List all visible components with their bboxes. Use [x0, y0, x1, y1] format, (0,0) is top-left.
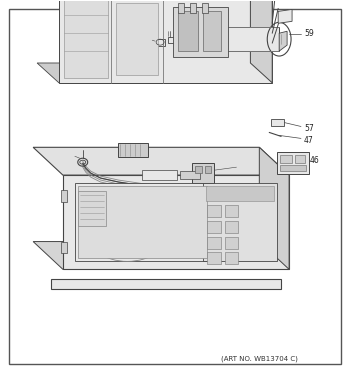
Polygon shape: [278, 9, 292, 23]
Text: 33: 33: [135, 195, 145, 204]
Bar: [225, 253, 238, 264]
Bar: [203, 183, 277, 261]
Bar: [206, 186, 274, 201]
Text: 93: 93: [81, 280, 91, 289]
Bar: [244, 239, 261, 251]
Bar: [78, 191, 106, 226]
Bar: [173, 7, 228, 57]
Bar: [207, 221, 220, 233]
Polygon shape: [33, 242, 289, 269]
Text: 96: 96: [139, 36, 148, 42]
Text: 59: 59: [304, 29, 314, 38]
Bar: [64, 0, 107, 78]
Bar: [187, 19, 197, 25]
Bar: [180, 171, 200, 179]
Bar: [225, 205, 238, 217]
Text: 60: 60: [234, 164, 244, 173]
Bar: [205, 166, 211, 173]
Text: 62: 62: [239, 251, 248, 260]
Bar: [155, 39, 165, 46]
Text: 57: 57: [304, 124, 314, 133]
Polygon shape: [279, 31, 287, 51]
Text: 1240: 1240: [124, 156, 143, 165]
Polygon shape: [63, 175, 289, 269]
Text: 27: 27: [64, 151, 74, 160]
Bar: [225, 221, 238, 233]
Bar: [195, 166, 202, 173]
Bar: [277, 152, 309, 174]
Bar: [225, 236, 238, 248]
Bar: [295, 155, 305, 163]
Bar: [207, 236, 220, 248]
Bar: [51, 279, 281, 289]
Bar: [117, 3, 158, 75]
Bar: [142, 170, 177, 180]
Text: 1421: 1421: [252, 223, 271, 232]
Bar: [185, 23, 199, 32]
Bar: [192, 163, 214, 183]
Polygon shape: [250, 0, 272, 83]
Bar: [178, 12, 198, 51]
Polygon shape: [271, 119, 284, 126]
Bar: [204, 33, 212, 41]
Bar: [75, 183, 210, 261]
Bar: [61, 242, 67, 254]
Polygon shape: [218, 27, 279, 51]
Bar: [61, 190, 67, 202]
Bar: [207, 205, 220, 217]
Text: 47: 47: [304, 136, 314, 145]
Bar: [280, 155, 292, 163]
Bar: [118, 143, 148, 157]
Bar: [78, 186, 207, 258]
Bar: [246, 236, 258, 242]
Text: (ART NO. WB13704 C): (ART NO. WB13704 C): [221, 355, 298, 362]
Polygon shape: [59, 0, 272, 83]
Bar: [203, 12, 220, 51]
Bar: [280, 165, 306, 171]
Bar: [190, 3, 196, 13]
Bar: [178, 3, 184, 13]
Bar: [202, 3, 208, 13]
Polygon shape: [37, 63, 272, 83]
Bar: [207, 253, 220, 264]
Text: 46: 46: [310, 156, 320, 165]
Text: 18: 18: [198, 16, 207, 22]
Text: 17: 17: [163, 25, 173, 31]
Polygon shape: [259, 147, 289, 269]
Polygon shape: [33, 147, 289, 175]
